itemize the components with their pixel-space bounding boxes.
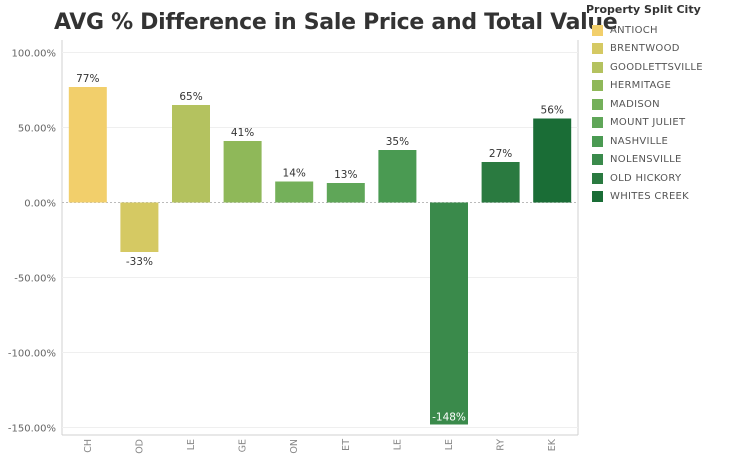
legend-item[interactable]: BRENTWOOD	[586, 40, 732, 59]
chart-title: AVG % Difference in Sale Price and Total…	[54, 10, 618, 35]
data-label: 56%	[541, 105, 564, 117]
bar-chart: 100.00% 50.00% 0.00% -50.00% -100.00% -150.00…	[8, 40, 579, 454]
legend-swatch	[592, 43, 603, 55]
legend-items: ANTIOCH BRENTWOOD GOODLETTSVILLE HERMITAGE M…	[586, 21, 732, 206]
x-tick-label: LE	[392, 439, 403, 450]
x-tick-label: CH	[83, 439, 94, 453]
data-label: -148%	[432, 412, 466, 424]
legend-item[interactable]: NOLENSVILLE	[586, 151, 732, 170]
legend-label: NOLENSVILLE	[610, 154, 682, 166]
bar-madison	[275, 181, 314, 203]
legend-swatch	[592, 80, 603, 92]
legend: Property Split City ANTIOCH BRENTWOOD GOOD…	[586, 3, 732, 206]
data-label: 13%	[334, 169, 357, 181]
data-label: 27%	[489, 148, 512, 160]
x-tick-label: ON	[289, 439, 300, 454]
bar-goodlettsville	[172, 105, 210, 203]
y-tick-label: -100.00%	[8, 349, 56, 360]
legend-swatch	[592, 98, 603, 110]
y-tick-label: -150.00%	[8, 424, 56, 435]
legend-item[interactable]: MADISON	[586, 95, 732, 114]
legend-item[interactable]: OLD HICKORY	[586, 169, 732, 188]
bar-antioch	[68, 87, 107, 203]
legend-label: WHITES CREEK	[610, 191, 690, 203]
legend-label: OLD HICKORY	[610, 172, 682, 184]
data-label: -33%	[126, 256, 153, 268]
bar-mount-juliet	[326, 183, 365, 203]
legend-item[interactable]: GOODLETTSVILLE	[586, 58, 732, 77]
legend-swatch	[592, 117, 603, 129]
legend-item[interactable]: NASHVILLE	[586, 132, 732, 151]
bar-brentwood	[120, 202, 159, 252]
legend-label: MADISON	[610, 98, 660, 110]
bar-nolensville	[430, 202, 468, 425]
data-label: 41%	[231, 127, 254, 139]
legend-item[interactable]: WHITES CREEK	[586, 188, 732, 207]
data-label: 77%	[76, 73, 99, 85]
bar-nashville	[378, 150, 417, 203]
legend-label: ANTIOCH	[610, 24, 658, 36]
x-tick-label: LE	[444, 439, 455, 450]
x-tick-label: VI LE	[186, 439, 197, 454]
x-tick-label: RY	[496, 439, 507, 451]
legend-swatch	[592, 154, 603, 166]
legend-item[interactable]: HERMITAGE	[586, 77, 732, 96]
y-tick-label: -50.00%	[14, 274, 56, 285]
legend-swatch	[592, 172, 603, 184]
legend-label: HERMITAGE	[610, 80, 672, 92]
legend-label: GOODLETTSVILLE	[610, 61, 703, 73]
y-tick-label: 100.00%	[12, 49, 57, 60]
x-tick-label: OD	[134, 439, 145, 454]
x-tick-label: GE	[238, 439, 249, 452]
y-tick-label: 0.00%	[24, 199, 56, 210]
x-tick-label: ET	[341, 439, 352, 451]
y-tick-label: 50.00%	[18, 124, 56, 135]
x-tick-label: EK	[547, 438, 558, 451]
legend-label: BRENTWOOD	[610, 43, 680, 55]
legend-title: Property Split City	[586, 3, 701, 16]
bar-hermitage	[223, 141, 262, 203]
legend-swatch	[592, 191, 603, 203]
legend-swatch	[592, 135, 603, 147]
legend-item[interactable]: ANTIOCH	[586, 21, 732, 40]
legend-label: MOUNT JULIET	[610, 117, 686, 129]
legend-label: NASHVILLE	[610, 135, 669, 147]
data-label: 65%	[179, 91, 202, 103]
bar-whites-creek	[533, 118, 572, 203]
data-label: 14%	[283, 168, 306, 180]
legend-swatch	[592, 61, 603, 73]
legend-swatch	[592, 24, 603, 36]
data-label: 35%	[386, 136, 409, 148]
bar-old-hickory	[481, 162, 520, 203]
legend-item[interactable]: MOUNT JULIET	[586, 114, 732, 133]
